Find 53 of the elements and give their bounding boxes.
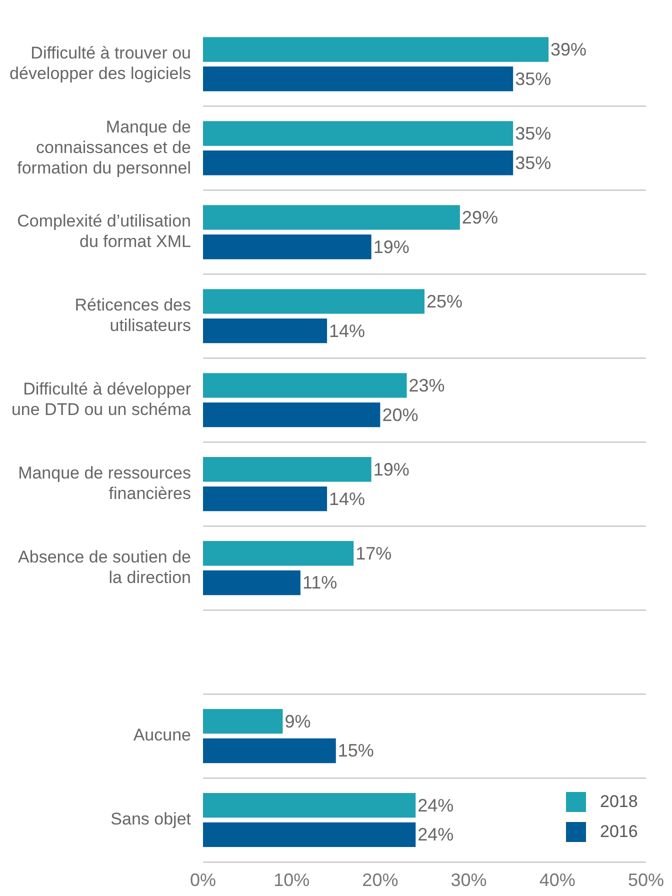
legend-label: 2016	[600, 822, 638, 842]
data-label: 24%	[418, 795, 454, 816]
data-label: 14%	[329, 320, 366, 341]
data-label: 15%	[338, 740, 374, 761]
data-label: 29%	[462, 207, 498, 228]
bar	[203, 373, 407, 398]
y-tick-label: Aucune	[133, 726, 191, 745]
data-label: 14%	[329, 488, 366, 509]
y-tick-label: Complexité d’utilisation du format XML	[17, 212, 191, 252]
bar	[203, 708, 283, 734]
data-label: 17%	[356, 543, 392, 564]
bar	[203, 402, 380, 428]
y-tick-label: Absence de soutien de la direction	[18, 548, 191, 587]
data-label: 35%	[515, 68, 552, 89]
data-label: 39%	[550, 39, 587, 60]
y-tick-label: Réticences des utilisateurs	[74, 296, 191, 336]
data-label: 35%	[515, 123, 552, 144]
bar	[203, 234, 372, 260]
legend-label: 2018	[600, 792, 638, 812]
bar	[203, 289, 424, 314]
data-label: 35%	[515, 152, 552, 173]
y-tick-label: Difficulté à trouver ou développer des logiciels	[10, 44, 191, 84]
bar	[203, 822, 416, 848]
data-label: 11%	[302, 572, 338, 593]
bar	[203, 738, 336, 764]
y-tick-label: Manque de ressources financières	[18, 464, 191, 503]
bar	[203, 37, 549, 62]
bar	[203, 792, 416, 818]
data-label: 23%	[408, 375, 445, 396]
x-tick-label: 30%	[450, 870, 487, 890]
x-tick-label: 0%	[190, 870, 216, 890]
data-label: 24%	[418, 824, 454, 845]
data-label: 19%	[373, 459, 410, 480]
data-label: 25%	[426, 291, 463, 312]
y-tick-label: Sans objet	[110, 810, 192, 829]
bar	[203, 457, 372, 482]
bar	[203, 66, 514, 92]
bar	[203, 486, 328, 512]
y-tick-label: Manque de connaissances et de formation du personnel	[17, 117, 191, 178]
bar	[203, 318, 328, 344]
y-tick-label: Difficulté à développer une DTD ou un schéma	[11, 380, 192, 419]
x-tick-label: 20%	[362, 870, 398, 890]
bar	[203, 570, 300, 596]
bar	[203, 541, 354, 566]
data-label: 9%	[284, 711, 311, 732]
x-tick-label: 50%	[628, 870, 664, 890]
x-tick-label: 10%	[274, 870, 310, 890]
x-tick-label: 40%	[539, 870, 576, 890]
bar	[203, 205, 460, 230]
data-label: 19%	[373, 236, 410, 257]
bar	[203, 121, 514, 146]
data-label: 20%	[382, 404, 418, 425]
bar	[203, 150, 514, 176]
